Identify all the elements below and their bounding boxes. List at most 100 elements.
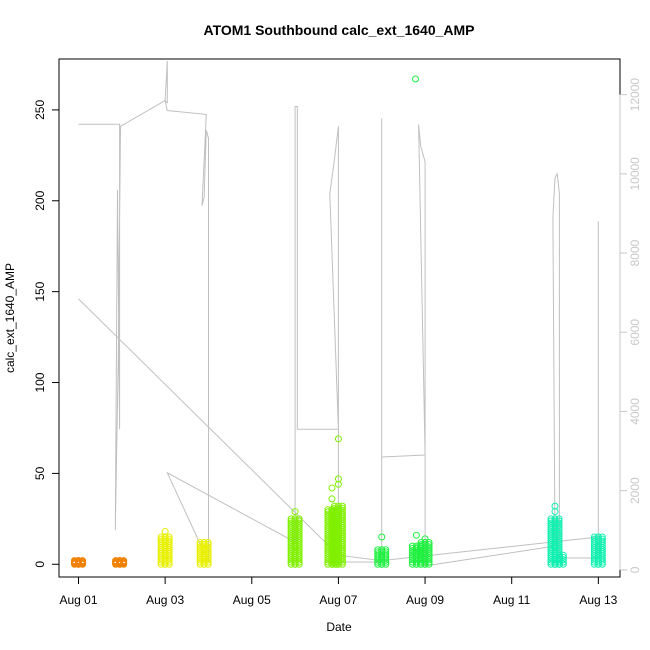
data-point bbox=[594, 542, 602, 550]
data-point bbox=[555, 560, 563, 568]
data-point bbox=[421, 547, 429, 555]
data-point bbox=[157, 533, 165, 541]
data-point bbox=[287, 519, 295, 527]
data-point bbox=[324, 517, 332, 525]
data-point bbox=[324, 547, 332, 555]
data-point bbox=[412, 531, 420, 539]
data-point bbox=[116, 560, 124, 568]
data-point bbox=[291, 508, 299, 516]
data-point bbox=[417, 547, 425, 555]
data-point bbox=[200, 543, 208, 551]
data-point bbox=[324, 514, 332, 522]
data-point bbox=[334, 502, 342, 510]
data-point bbox=[161, 537, 169, 545]
data-point bbox=[291, 524, 299, 532]
data-point bbox=[324, 508, 332, 516]
data-point bbox=[594, 533, 602, 541]
x-axis-label: Date bbox=[326, 620, 352, 634]
data-point bbox=[555, 555, 563, 563]
y-right-tick-label: 4000 bbox=[628, 398, 642, 425]
data-point bbox=[324, 536, 332, 544]
data-point bbox=[161, 542, 169, 550]
data-point bbox=[421, 535, 429, 543]
data-point bbox=[408, 544, 416, 552]
data-point bbox=[378, 560, 386, 568]
data-point bbox=[291, 519, 299, 527]
data-point bbox=[555, 519, 563, 527]
data-point bbox=[204, 552, 212, 560]
y-left-tick-label: 150 bbox=[33, 281, 47, 301]
data-point bbox=[425, 554, 433, 562]
data-point bbox=[324, 534, 332, 542]
data-point bbox=[590, 535, 598, 543]
data-point bbox=[324, 532, 332, 540]
data-point bbox=[598, 533, 606, 541]
data-point bbox=[408, 558, 416, 566]
y-right-tick-label: 2000 bbox=[628, 477, 642, 504]
data-point bbox=[324, 528, 332, 536]
y-left-tick-label: 250 bbox=[33, 100, 47, 120]
grey-trace-line bbox=[78, 60, 599, 567]
chart-title: ATOM1 Southbound calc_ext_1640_AMP bbox=[204, 22, 475, 38]
y-right-tick-label: 8000 bbox=[628, 239, 642, 266]
data-point bbox=[324, 538, 332, 546]
data-point bbox=[425, 541, 433, 549]
data-point bbox=[425, 552, 433, 560]
data-point bbox=[161, 528, 169, 536]
axes-layer: Aug 01 Aug 03 Aug 05 Aug 07 Aug 09 Aug 11 Aug … bbox=[33, 78, 642, 607]
data-point bbox=[551, 524, 559, 532]
data-point bbox=[547, 515, 555, 523]
data-point bbox=[74, 557, 82, 565]
data-point bbox=[200, 541, 208, 549]
data-point bbox=[559, 551, 567, 559]
data-point bbox=[196, 560, 204, 568]
data-point bbox=[421, 543, 429, 551]
y-right-tick-label: 6000 bbox=[628, 319, 642, 346]
data-point bbox=[324, 519, 332, 527]
data-point bbox=[70, 557, 78, 565]
data-point bbox=[334, 480, 342, 488]
points-layer bbox=[70, 75, 606, 568]
data-point bbox=[196, 541, 204, 549]
data-point bbox=[324, 525, 332, 533]
data-point bbox=[287, 515, 295, 523]
data-point bbox=[594, 560, 602, 568]
x-tick-label: Aug 03 bbox=[146, 593, 184, 607]
x-tick-label: Aug 05 bbox=[233, 593, 271, 607]
data-point bbox=[334, 560, 342, 568]
data-point bbox=[378, 553, 386, 561]
data-point bbox=[594, 537, 602, 545]
data-point bbox=[330, 506, 338, 514]
data-point bbox=[421, 556, 429, 564]
data-point bbox=[425, 543, 433, 551]
data-point bbox=[291, 517, 299, 525]
data-point bbox=[421, 554, 429, 562]
data-point bbox=[551, 517, 559, 525]
data-point bbox=[555, 515, 563, 523]
data-point bbox=[374, 546, 382, 554]
data-point bbox=[295, 519, 303, 527]
y-right-tick-label: 12000 bbox=[628, 78, 642, 112]
data-point bbox=[559, 556, 567, 564]
data-point bbox=[378, 548, 386, 556]
x-tick-label: Aug 01 bbox=[59, 593, 97, 607]
y-right-tick-label: 0 bbox=[628, 566, 642, 573]
data-point bbox=[120, 557, 128, 565]
data-point bbox=[330, 504, 338, 512]
data-point bbox=[417, 560, 425, 568]
data-point bbox=[295, 515, 303, 523]
y-left-tick-label: 200 bbox=[33, 190, 47, 210]
data-point bbox=[200, 546, 208, 554]
data-point bbox=[165, 533, 173, 541]
data-point bbox=[295, 517, 303, 525]
data-point bbox=[165, 537, 173, 545]
data-point bbox=[157, 537, 165, 545]
y-left-tick-label: 0 bbox=[33, 561, 47, 568]
data-point bbox=[334, 506, 342, 514]
data-point bbox=[555, 517, 563, 525]
data-point bbox=[417, 554, 425, 562]
data-point bbox=[425, 558, 433, 566]
data-point bbox=[421, 538, 429, 546]
data-point bbox=[551, 519, 559, 527]
data-point bbox=[116, 557, 124, 565]
